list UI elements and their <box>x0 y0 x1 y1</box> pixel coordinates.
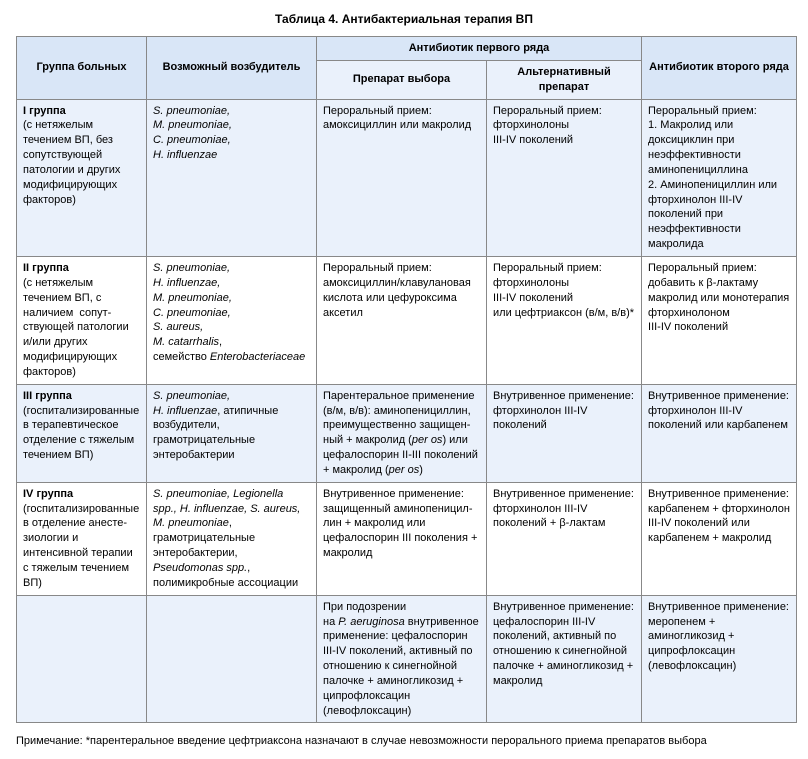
table-cell: S. pneumoniae,H. influenzae,M. pneumonia… <box>147 256 317 384</box>
table-cell: S. pneumoniae,M. pneumoniae,C. pneumonia… <box>147 99 317 256</box>
footnote: Примечание: *парентеральное введение цеф… <box>16 735 792 747</box>
table-cell: Пероральный прием: фторхинолоныIII-IV по… <box>487 256 642 384</box>
th-alt: Альтернативный препарат <box>487 60 642 99</box>
therapy-table: Группа больных Возможный возбудитель Ант… <box>16 36 797 723</box>
table-cell: I группа(с нетяжелым течением ВП, без со… <box>17 99 147 256</box>
table-cell: Внутривенное применение: фторхинолон III… <box>487 384 642 482</box>
table-cell: Внутривенное применение: меропенем + ами… <box>642 595 797 723</box>
table-cell: S. pneumoniae, Legionella spp., H. influ… <box>147 482 317 595</box>
table-cell <box>147 595 317 723</box>
th-pathogen: Возможный возбудитель <box>147 37 317 100</box>
table-cell: IV группа(госпитализированные в отделени… <box>17 482 147 595</box>
table-cell: Внутривенное применение: защищенный амин… <box>317 482 487 595</box>
th-group: Группа больных <box>17 37 147 100</box>
table-cell: При подозрениина P. aeruginosa внутривен… <box>317 595 487 723</box>
table-cell <box>17 595 147 723</box>
table-cell: Внутривенное применение: карбапенем + фт… <box>642 482 797 595</box>
th-firstline: Антибиотик первого ряда <box>317 37 642 61</box>
table-body: I группа(с нетяжелым течением ВП, без со… <box>17 99 797 723</box>
table-row: При подозрениина P. aeruginosa внутривен… <box>17 595 797 723</box>
table-cell: Пероральный прием:1. Макролид или доксиц… <box>642 99 797 256</box>
table-cell: Парентеральное применение (в/м, в/в): ам… <box>317 384 487 482</box>
table-cell: Пероральный прием: амоксициллин или макр… <box>317 99 487 256</box>
table-cell: Пероральный прием: фторхинолоныIII-IV по… <box>487 99 642 256</box>
table-title: Таблица 4. Антибактериальная терапия ВП <box>16 12 792 26</box>
table-row: I группа(с нетяжелым течением ВП, без со… <box>17 99 797 256</box>
th-choice: Препарат выбора <box>317 60 487 99</box>
table-cell: Внутривенное применение: фторхинолон III… <box>487 482 642 595</box>
table-cell: S. pneumoniae,H. influenzae, атипичные в… <box>147 384 317 482</box>
table-row: II группа(с нетяжелым течением ВП, с нал… <box>17 256 797 384</box>
table-cell: Пероральный прием: амоксициллин/клавулан… <box>317 256 487 384</box>
table-cell: Пероральный прием:добавить к β-лактаму м… <box>642 256 797 384</box>
table-row: III группа(госпитализированные в терапев… <box>17 384 797 482</box>
th-secondline: Антибиотик второго ряда <box>642 37 797 100</box>
table-cell: II группа(с нетяжелым течением ВП, с нал… <box>17 256 147 384</box>
table-cell: Внутривенное применение: фторхинолон III… <box>642 384 797 482</box>
table-cell: III группа(госпитализированные в терапев… <box>17 384 147 482</box>
table-cell: Внутривенное применение: цефалоспорин II… <box>487 595 642 723</box>
table-row: IV группа(госпитализированные в отделени… <box>17 482 797 595</box>
